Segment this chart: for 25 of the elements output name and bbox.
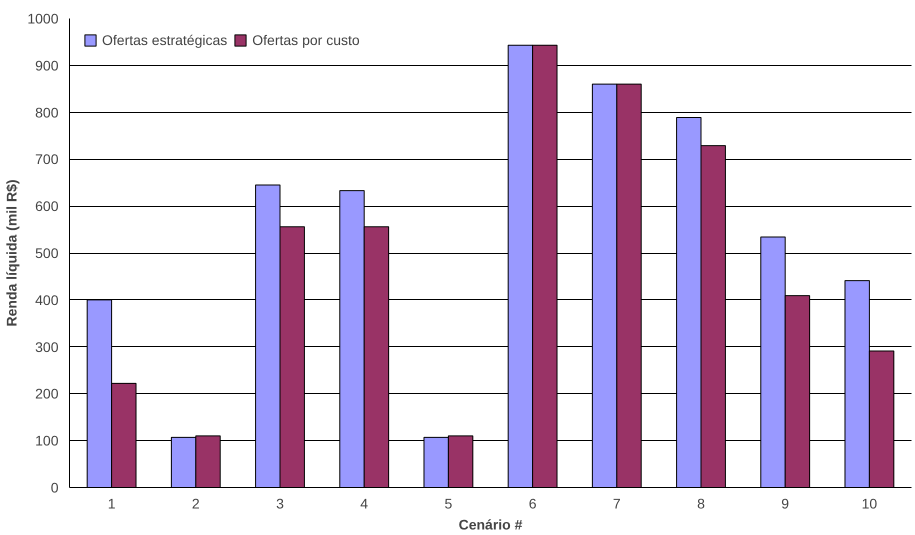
- x-tick-label: 6: [528, 496, 537, 512]
- y-tick-label: 500: [35, 245, 59, 261]
- y-tick-label: 200: [35, 386, 59, 402]
- y-tick-label: 100: [35, 432, 59, 449]
- legend-label: Ofertas estratégicas: [102, 32, 228, 48]
- y-tick-label: 900: [35, 57, 59, 74]
- x-tick-label: 8: [697, 496, 706, 512]
- y-tick-label: 0: [50, 480, 59, 496]
- y-tick-label: 700: [35, 151, 59, 168]
- y-tick-label: 600: [35, 198, 59, 214]
- x-tick-label: 5: [444, 496, 453, 512]
- x-tick-label: 1: [108, 496, 116, 512]
- y-tick-label: 300: [35, 338, 59, 355]
- y-tick-label: 800: [35, 104, 59, 120]
- x-axis-title: Cenário #: [458, 516, 523, 532]
- x-tick-label: 3: [276, 496, 284, 512]
- legend-label: Ofertas por custo: [252, 32, 360, 48]
- x-tick-label: 4: [360, 496, 368, 512]
- y-tick-label: 1000: [27, 10, 59, 26]
- x-tick-label: 2: [192, 496, 200, 512]
- y-axis-title: Renda líquida (mil R$): [3, 179, 20, 327]
- y-tick-label: 400: [35, 292, 59, 308]
- x-tick-label: 9: [781, 496, 790, 512]
- x-tick-label: 7: [612, 496, 621, 512]
- x-tick-label: 10: [862, 496, 878, 512]
